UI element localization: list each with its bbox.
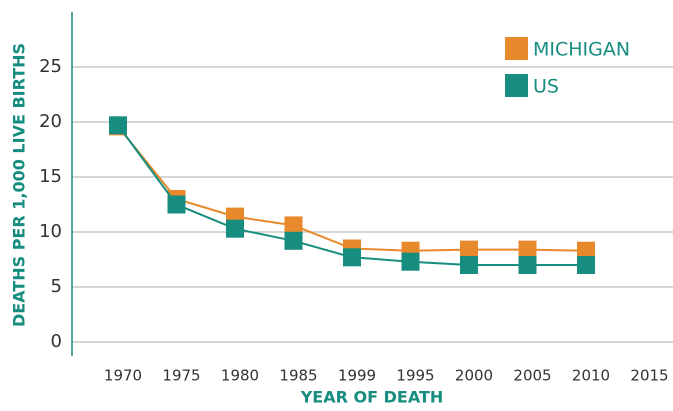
x-tick-label: 1975 — [162, 367, 200, 385]
y-tick-label: 20 — [39, 111, 62, 132]
data-point — [518, 256, 537, 274]
data-point — [343, 248, 361, 267]
data-point — [167, 195, 186, 214]
data-point — [109, 116, 127, 135]
y-tick-label: 25 — [39, 56, 62, 77]
x-tick-label: 2005 — [513, 367, 551, 385]
data-point — [401, 252, 420, 271]
data-point — [460, 256, 478, 274]
x-tick-label: 1999 — [338, 367, 376, 385]
y-tick-label: 5 — [51, 276, 62, 297]
data-point — [518, 240, 537, 259]
data-point — [577, 256, 595, 274]
x-axis-title: YEAR OF DEATH — [300, 388, 444, 407]
legend-label: US — [533, 76, 559, 98]
data-point — [577, 241, 595, 260]
data-point — [284, 231, 303, 250]
y-tick-label: 0 — [51, 331, 62, 352]
x-tick-label: 2015 — [630, 367, 668, 385]
y-axis-title: DEATHS PER 1,000 LIVE BIRTHS — [10, 43, 29, 327]
legend-swatch — [505, 37, 528, 60]
data-point — [460, 240, 478, 259]
x-tick-label: 1970 — [104, 367, 142, 385]
x-tick-label: 2000 — [455, 367, 493, 385]
y-tick-label: 10 — [39, 221, 62, 242]
data-point — [284, 216, 303, 235]
y-tick-label: 15 — [39, 166, 62, 187]
legend-label: MICHIGAN — [533, 39, 630, 61]
x-tick-label: 1995 — [396, 367, 434, 385]
x-tick-label: 1985 — [279, 367, 317, 385]
x-tick-label: 1980 — [221, 367, 259, 385]
x-tick-label: 2010 — [572, 367, 610, 385]
legend-swatch — [505, 74, 528, 97]
data-point — [226, 219, 244, 238]
